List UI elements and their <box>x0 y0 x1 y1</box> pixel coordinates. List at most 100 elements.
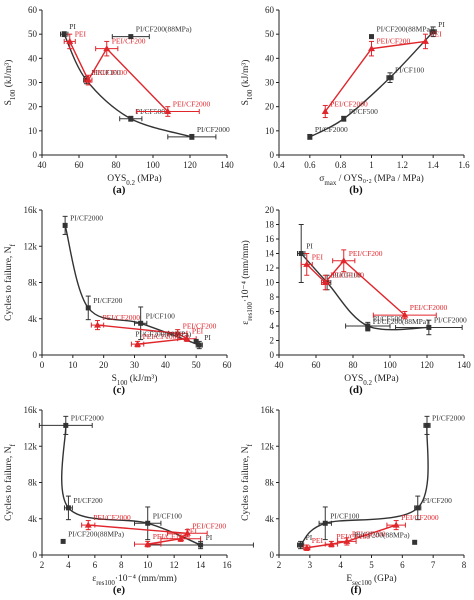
data-point-label: PI/CF100 <box>332 271 361 280</box>
panel-label-f: (f) <box>350 584 362 596</box>
y-tick-label: 50 <box>28 29 38 39</box>
data-point-square <box>63 422 69 428</box>
x-axis-label-sub: sec100 <box>352 579 372 587</box>
data-point-square <box>322 520 328 526</box>
y-axis-label-sub: 100 <box>9 89 17 100</box>
data-point-label: PEI/CF100 <box>330 271 364 280</box>
x-tick-label: 1.2 <box>397 160 408 170</box>
panel-label-d: (d) <box>349 384 363 396</box>
y-tick-label: 10 <box>265 126 275 136</box>
data-point-label: PEI/CF100 <box>143 332 177 341</box>
x-tick-label: 50 <box>192 360 202 370</box>
y-axis-label-main: ε <box>241 321 251 325</box>
x-tick-label: 40 <box>161 360 171 370</box>
x-axis-label: σmax / OYS₀.₂ (MPa / MPa) <box>319 173 424 187</box>
data-point-triangle <box>94 321 101 328</box>
data-point-square <box>193 338 199 344</box>
y-axis-label-sub: 100 <box>246 89 254 100</box>
data-point-label: PEI/CF200 <box>192 521 226 530</box>
data-point-label: PI/CF100 <box>395 66 424 75</box>
x-tick-label: 80 <box>112 160 122 170</box>
x-axis-label-main: OYS <box>344 374 363 384</box>
data-point-label: PEI/CF2000 <box>173 100 211 109</box>
y-tick-label: 4k <box>265 514 275 524</box>
x-axis-label-unit: (GPa) <box>372 573 397 584</box>
x-axis-label: OYS0.2 (MPa) <box>107 173 161 187</box>
data-point-triangle <box>340 257 348 264</box>
y-tick-label: 40 <box>265 53 275 63</box>
data-point-label: PI <box>206 533 213 542</box>
data-point-label: PI/CF2000 <box>71 413 104 422</box>
x-tick-label: 0.6 <box>304 160 316 170</box>
data-point-square <box>387 75 393 81</box>
y-tick-label: 2 <box>270 336 275 346</box>
y-tick-label: 8k <box>28 478 38 488</box>
data-point-triangle <box>343 537 351 544</box>
x-tick-label: 60 <box>75 160 85 170</box>
panel-label-e: (e) <box>112 584 126 596</box>
y-tick-label: 50 <box>265 29 275 39</box>
chart-panel-c: 0 10 20 30 40 50 60 0 4k 8k 12k 16k S100 (kJ/m³) Cycl… <box>3 205 232 387</box>
data-point-label: PI/CF100 <box>91 68 120 77</box>
y-tick-label: 0 <box>33 550 38 560</box>
y-tick-label: 40 <box>28 53 38 63</box>
x-tick-label: 100 <box>146 160 160 170</box>
data-point-square <box>426 324 432 330</box>
y-tick-label: 12k <box>24 441 38 451</box>
y-tick-label: 20 <box>265 102 275 112</box>
data-point-label: PI/CF2000 <box>432 413 465 422</box>
data-point-label: PI <box>204 333 211 342</box>
data-point-triangle <box>103 45 111 52</box>
data-point-square <box>415 505 421 511</box>
x-axis-label-main: OYS <box>107 174 126 184</box>
data-point-label: PEI/CF100 <box>153 532 187 541</box>
x-tick-label: 100 <box>383 360 397 370</box>
y-tick-label: 20 <box>265 205 275 215</box>
x-tick-label: 30 <box>130 360 140 370</box>
data-point-triangle <box>321 279 329 285</box>
data-point-label: PEI/CF2000 <box>401 513 439 522</box>
x-tick-label: 40 <box>38 160 48 170</box>
series-curve <box>309 31 434 138</box>
data-point-label: PEI/CF100 <box>336 532 370 541</box>
y-tick-label: 12 <box>265 263 274 273</box>
y-tick-label: 6 <box>270 307 275 317</box>
data-point-square <box>60 538 66 544</box>
y-tick-label: 60 <box>265 5 275 15</box>
data-point-square <box>65 505 71 511</box>
x-axis-label-sub: res100 <box>96 579 115 587</box>
y-axis-label: Cycles to failure, Nf <box>3 443 17 520</box>
y-tick-label: 4k <box>28 514 38 524</box>
chart-panel-e: 2 4 6 8 10 12 14 16 0 4k 8k 12k 16k εres100·10⁻⁴ (mm/… <box>3 405 254 587</box>
data-point-square <box>365 326 371 332</box>
panel-label-a: (a) <box>112 184 126 196</box>
data-point-label: PEI/CF200 <box>183 321 217 330</box>
data-point-triangle <box>321 108 329 114</box>
y-tick-label: 20 <box>28 102 38 112</box>
x-axis-label: Esec100 (GPa) <box>346 573 396 587</box>
x-tick-label: 6 <box>400 560 405 570</box>
data-point-label: PI/CF500 <box>349 107 378 116</box>
x-tick-label: 140 <box>220 160 234 170</box>
x-tick-label: 40 <box>275 360 285 370</box>
data-point-square <box>138 320 144 326</box>
y-axis-label: Cycles to failure, Nf <box>240 443 254 520</box>
data-point-square <box>424 422 430 428</box>
y-tick-label: 12k <box>24 241 38 251</box>
data-point-triangle <box>401 311 409 318</box>
x-axis-label-main: E <box>346 574 352 584</box>
y-tick-label: 30 <box>265 78 275 88</box>
x-tick-label: 1.4 <box>428 160 440 170</box>
x-axis-label-unit: (MPa) <box>372 373 399 384</box>
data-point-label: PI/CF200(88MPa) <box>377 25 433 34</box>
data-point-triangle <box>84 76 92 83</box>
data-point-label: PI/CF200 <box>423 496 452 505</box>
x-axis-label-sub: max <box>324 179 337 187</box>
data-point-square <box>145 520 151 526</box>
x-tick-label: 140 <box>457 360 471 370</box>
data-point-square <box>189 134 195 140</box>
y-axis-label-sub: res100 <box>246 302 254 321</box>
data-point-square <box>341 116 347 122</box>
data-point-triangle <box>134 340 142 347</box>
data-point-label: PI/CF200 <box>93 296 122 305</box>
